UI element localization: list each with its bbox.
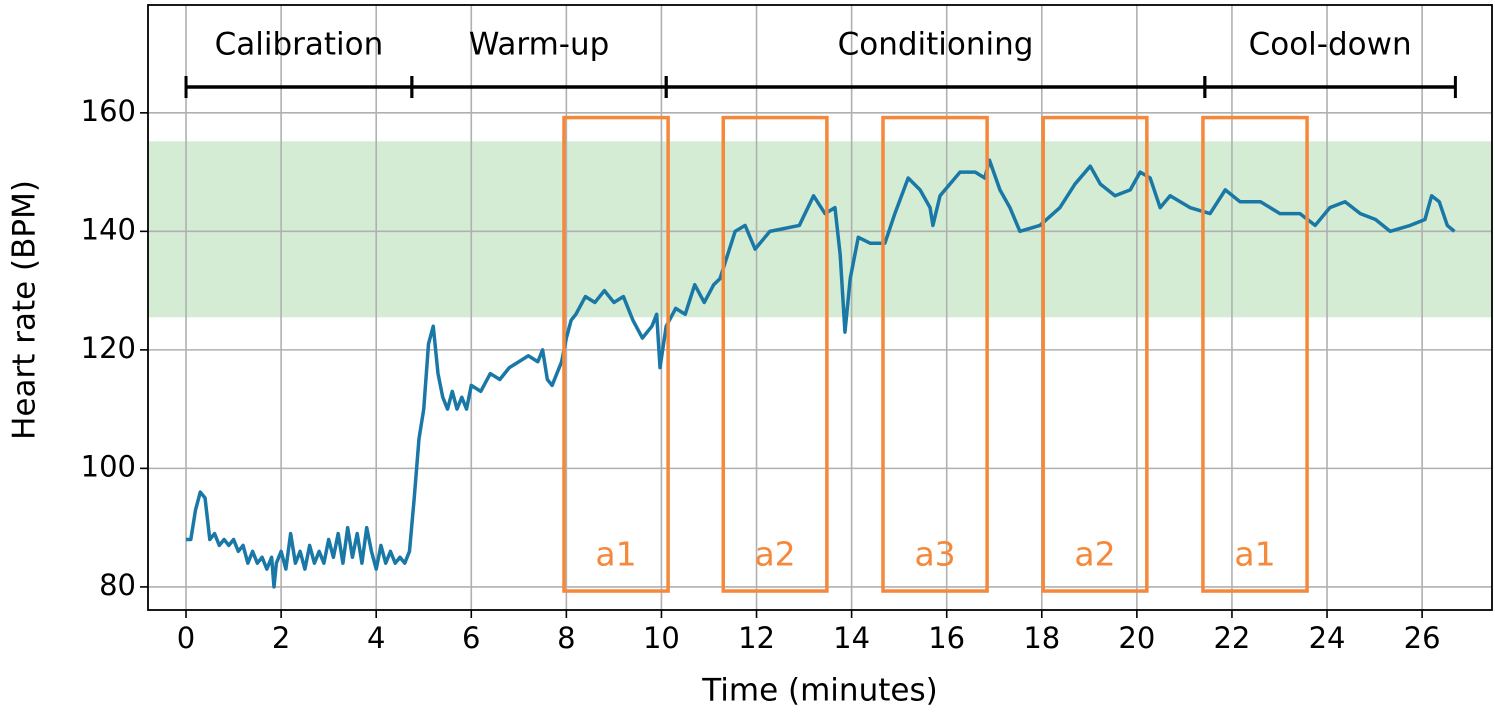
- phase-label: Cool-down: [1249, 27, 1412, 63]
- y-tick-label: 160: [81, 94, 136, 128]
- phase-label: Calibration: [215, 27, 384, 63]
- x-tick-label: 4: [367, 621, 385, 655]
- y-axis-label: Heart rate (BPM): [7, 180, 43, 440]
- annotation-box: [1041, 115, 1149, 593]
- x-tick-label: 26: [1404, 621, 1441, 655]
- annotation-label: a1: [595, 535, 636, 574]
- x-tick-label: 18: [1023, 621, 1060, 655]
- annotation-box: [721, 115, 829, 593]
- x-tick-label: 0: [177, 621, 195, 655]
- x-tick-label: 10: [643, 621, 680, 655]
- x-tick-label: 20: [1118, 621, 1155, 655]
- y-tick-label: 120: [81, 331, 136, 365]
- annotation-box: [881, 115, 989, 593]
- phase-label: Warm-up: [469, 27, 610, 63]
- heart-rate-line: [186, 158, 1456, 589]
- annotation-box: [562, 115, 670, 593]
- phase-label: Conditioning: [838, 27, 1034, 63]
- x-tick-label: 12: [738, 621, 775, 655]
- x-tick-label: 2: [272, 621, 290, 655]
- x-tick-label: 6: [462, 621, 480, 655]
- y-tick-label: 100: [81, 449, 136, 483]
- annotation-label: a1: [1234, 535, 1275, 574]
- x-tick-label: 24: [1309, 621, 1346, 655]
- x-tick-label: 22: [1213, 621, 1250, 655]
- plot-frame: [147, 4, 1493, 611]
- y-tick-label: 140: [81, 212, 136, 246]
- x-tick-label: 14: [833, 621, 870, 655]
- target-band: [148, 141, 1492, 318]
- annotation-label: a2: [754, 535, 795, 574]
- y-tick-label: 80: [99, 568, 136, 602]
- annotation-box: [1201, 115, 1309, 593]
- x-axis-label: Time (minutes): [701, 673, 937, 709]
- annotation-label: a3: [914, 535, 955, 574]
- x-tick-label: 16: [928, 621, 965, 655]
- annotation-label: a2: [1074, 535, 1115, 574]
- x-tick-label: 8: [557, 621, 575, 655]
